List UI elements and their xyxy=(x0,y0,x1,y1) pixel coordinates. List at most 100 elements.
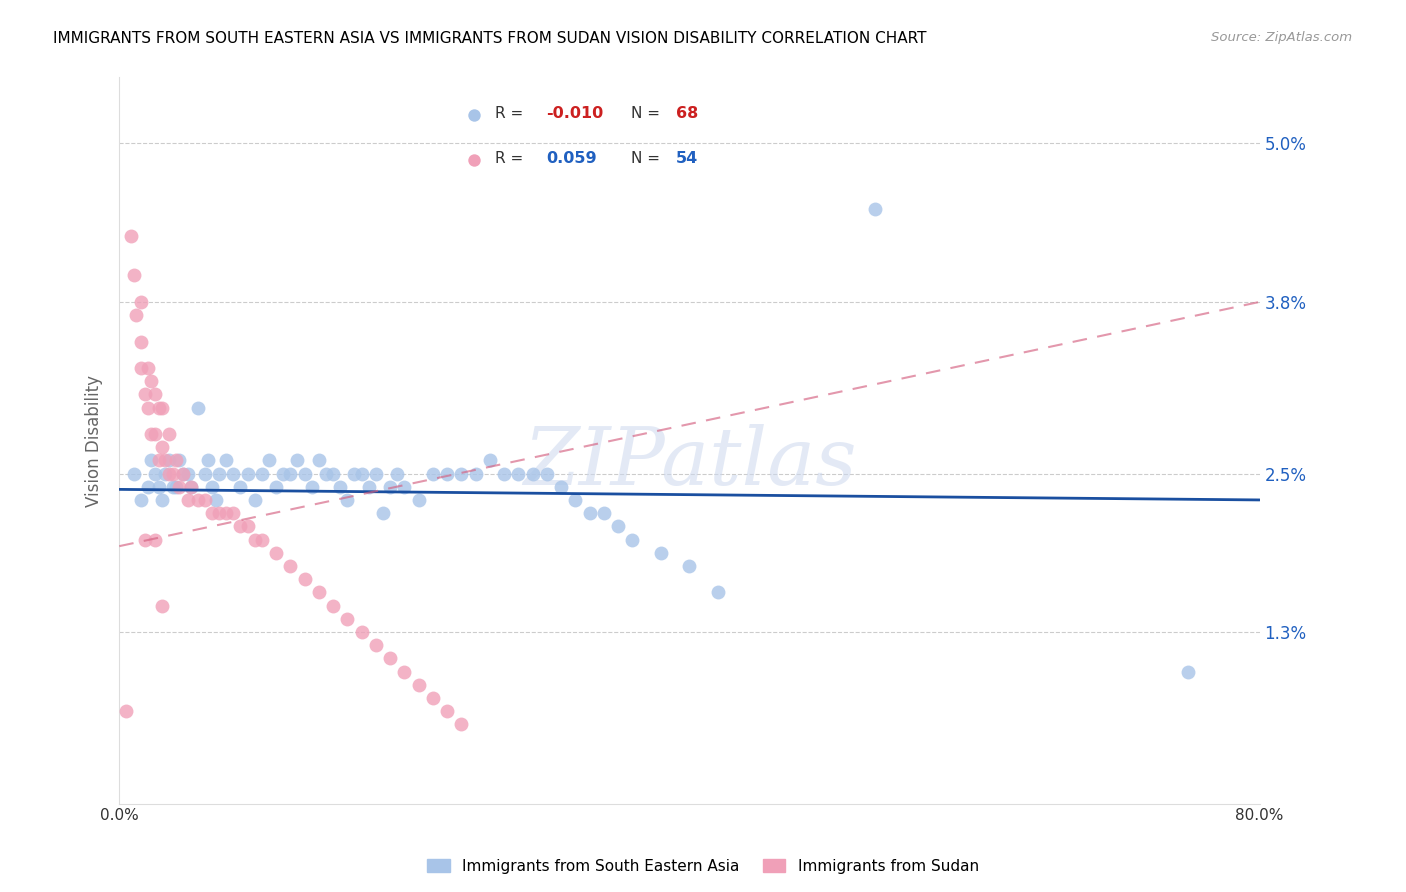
Point xyxy=(201,506,224,520)
Point xyxy=(215,453,238,467)
Point xyxy=(148,453,170,467)
Point xyxy=(120,228,142,243)
Point xyxy=(522,467,544,481)
Point xyxy=(134,387,156,401)
Point xyxy=(176,467,198,481)
Point xyxy=(243,492,266,507)
Point xyxy=(143,533,166,547)
Point xyxy=(167,480,190,494)
Point xyxy=(201,480,224,494)
Point xyxy=(422,467,444,481)
Point xyxy=(250,467,273,481)
Point xyxy=(157,426,180,441)
Point xyxy=(222,467,245,481)
Point xyxy=(129,334,152,349)
Point xyxy=(364,638,387,652)
Point xyxy=(180,480,202,494)
Point xyxy=(322,467,344,481)
Point xyxy=(136,360,159,375)
Point xyxy=(125,308,148,322)
Point xyxy=(122,268,145,283)
Point xyxy=(308,585,330,599)
Point xyxy=(208,467,231,481)
Point xyxy=(136,401,159,415)
Point xyxy=(236,519,259,533)
Point xyxy=(378,651,401,665)
Point xyxy=(494,467,516,481)
Point xyxy=(271,467,294,481)
Point xyxy=(294,572,316,586)
Point xyxy=(150,492,173,507)
Point xyxy=(357,480,380,494)
Point xyxy=(165,480,187,494)
Point xyxy=(422,691,444,706)
Point xyxy=(1177,665,1199,679)
Point xyxy=(371,506,394,520)
Legend: Immigrants from South Eastern Asia, Immigrants from Sudan: Immigrants from South Eastern Asia, Immi… xyxy=(420,853,986,880)
Point xyxy=(536,467,558,481)
Point xyxy=(387,467,409,481)
Point xyxy=(134,533,156,547)
Point xyxy=(139,426,162,441)
Point xyxy=(143,467,166,481)
Point xyxy=(153,467,176,481)
Point xyxy=(478,453,501,467)
Point xyxy=(322,599,344,613)
Point xyxy=(378,480,401,494)
Point xyxy=(315,467,337,481)
Point xyxy=(139,453,162,467)
Point xyxy=(176,492,198,507)
Text: IMMIGRANTS FROM SOUTH EASTERN ASIA VS IMMIGRANTS FROM SUDAN VISION DISABILITY CO: IMMIGRANTS FROM SOUTH EASTERN ASIA VS IM… xyxy=(53,31,927,46)
Point xyxy=(187,492,209,507)
Point xyxy=(436,704,458,718)
Point xyxy=(464,467,486,481)
Point xyxy=(162,467,184,481)
Point xyxy=(129,294,152,309)
Point xyxy=(222,506,245,520)
Point xyxy=(278,467,301,481)
Point xyxy=(143,387,166,401)
Point xyxy=(229,480,252,494)
Y-axis label: Vision Disability: Vision Disability xyxy=(86,375,103,507)
Point xyxy=(229,519,252,533)
Point xyxy=(194,467,217,481)
Point xyxy=(162,480,184,494)
Point xyxy=(187,401,209,415)
Point xyxy=(350,624,373,639)
Point xyxy=(148,401,170,415)
Point xyxy=(264,546,287,560)
Point xyxy=(257,453,280,467)
Point xyxy=(115,704,138,718)
Point xyxy=(564,492,586,507)
Point xyxy=(122,467,145,481)
Point xyxy=(621,533,644,547)
Point xyxy=(180,480,202,494)
Point xyxy=(436,467,458,481)
Point xyxy=(678,558,700,573)
Point xyxy=(157,453,180,467)
Point xyxy=(150,440,173,454)
Point xyxy=(208,506,231,520)
Point xyxy=(150,401,173,415)
Text: ZIPatlas: ZIPatlas xyxy=(523,424,856,501)
Point xyxy=(250,533,273,547)
Point xyxy=(287,453,309,467)
Point xyxy=(278,558,301,573)
Point xyxy=(408,678,430,692)
Point xyxy=(143,426,166,441)
Point xyxy=(243,533,266,547)
Point xyxy=(578,506,600,520)
Point xyxy=(165,453,187,467)
Point xyxy=(294,467,316,481)
Point xyxy=(136,480,159,494)
Point xyxy=(150,599,173,613)
Point xyxy=(336,492,359,507)
Point xyxy=(205,492,228,507)
Point xyxy=(863,202,886,217)
Point xyxy=(197,453,219,467)
Point xyxy=(153,453,176,467)
Text: Source: ZipAtlas.com: Source: ZipAtlas.com xyxy=(1212,31,1353,45)
Point xyxy=(364,467,387,481)
Point xyxy=(157,467,180,481)
Point xyxy=(607,519,630,533)
